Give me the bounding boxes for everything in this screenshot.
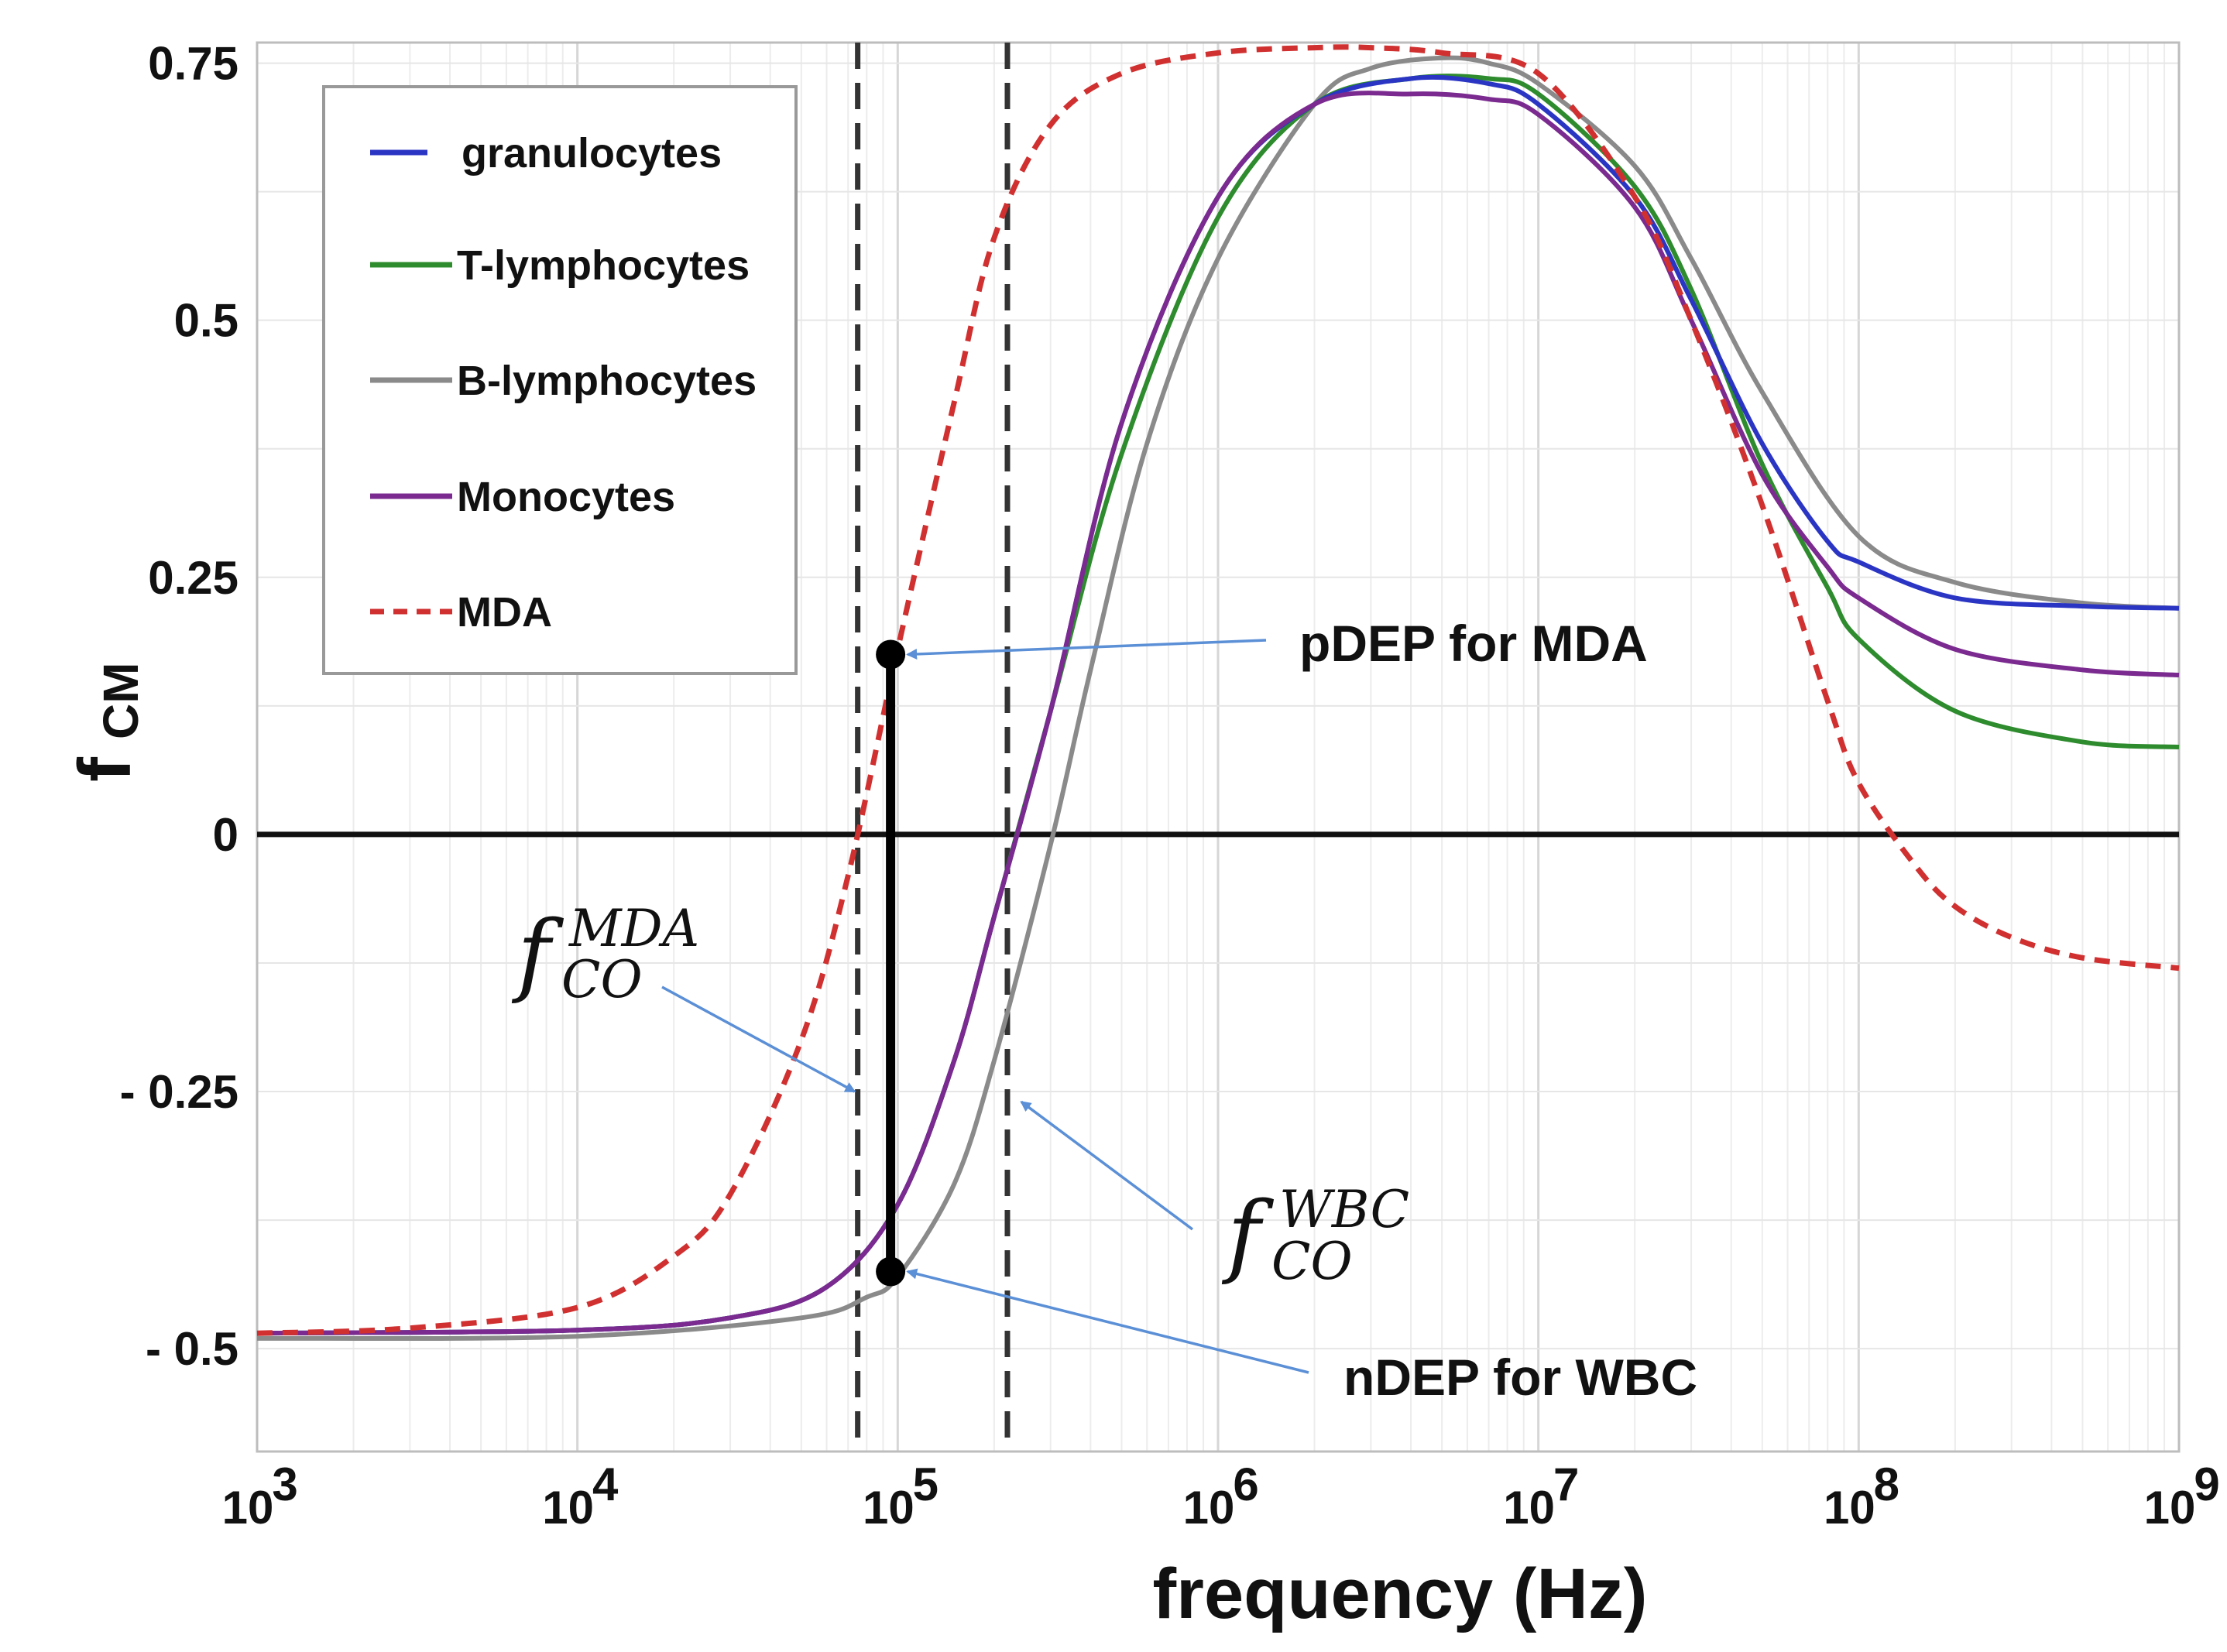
x-tick-base: 10 [2144,1482,2196,1534]
fco-wbc-arrow [1020,1100,1194,1231]
x-tick-exponent: 7 [1553,1458,1579,1510]
x-tick-label: 104 [542,1458,619,1534]
ndep-label: nDEP for WBC [1343,1349,1697,1406]
x-tick-labels: 103 104 105 106 107 108 109 [222,1458,2220,1534]
x-tick-base: 10 [1183,1482,1235,1534]
y-tick-labels: 0.75 0.5 0.25 0 - 0.25 - 0.5 [120,38,238,1376]
y-tick-label: 0.25 [148,552,238,604]
y-axis-title: f CM [63,662,149,782]
y-tick-label: - 0.5 [146,1323,238,1375]
y-axis-title-sub: CM [93,662,149,739]
fco-mda-subscript: CO [561,950,643,1009]
fco-mda-arrow [661,985,856,1093]
x-tick-exponent: 3 [272,1458,297,1510]
y-tick-label: 0.75 [148,38,238,90]
x-tick-base: 10 [542,1482,594,1534]
x-tick-exponent: 9 [2194,1458,2219,1510]
x-tick-label: 103 [222,1458,298,1534]
fco-mda-superscript: MDA [568,899,699,958]
x-tick-base: 10 [222,1482,274,1534]
legend-label-mda: MDA [457,589,552,636]
legend-label-t-lymphocytes: T-lymphocytes [457,242,750,289]
ndep-marker-point [876,1256,906,1287]
x-axis-title: frequency (Hz) [1153,1554,1648,1633]
x-tick-base: 10 [1503,1482,1555,1534]
x-tick-exponent: 5 [913,1458,938,1510]
x-tick-exponent: 8 [1874,1458,1899,1510]
x-tick-label: 106 [1183,1458,1259,1534]
legend-label-monocytes: Monocytes [457,474,675,520]
x-tick-base: 10 [1824,1482,1875,1534]
legend-label-granulocytes: granulocytes [462,130,722,177]
ndep-arrow [906,1268,1309,1374]
x-tick-label: 109 [2144,1458,2220,1534]
pdep-arrow [906,639,1267,660]
series-line-b-lymphocytes [256,55,2180,1342]
fco-wbc-subscript: CO [1271,1232,1353,1291]
x-tick-label: 108 [1824,1458,1899,1534]
y-tick-label: - 0.25 [120,1066,238,1118]
x-tick-label: 105 [863,1458,938,1534]
pdep-label: pDEP for MDA [1299,615,1648,672]
legend: granulocytes T-lymphocytes B-lymphocytes… [322,85,798,675]
y-tick-label: 0 [213,809,238,861]
x-tick-exponent: 4 [592,1458,619,1510]
legend-label-b-lymphocytes: B-lymphocytes [457,358,757,404]
series-line-mda [256,44,2180,1336]
y-tick-label: 0.5 [174,295,238,347]
x-tick-label: 107 [1503,1458,1579,1534]
series-line-monocytes [256,91,2180,1336]
pdep-marker-point [876,639,906,670]
y-axis-title-main: f [63,756,146,782]
x-tick-exponent: 6 [1233,1458,1258,1510]
fco-wbc-superscript: WBC [1279,1180,1409,1239]
x-tick-base: 10 [863,1482,914,1534]
